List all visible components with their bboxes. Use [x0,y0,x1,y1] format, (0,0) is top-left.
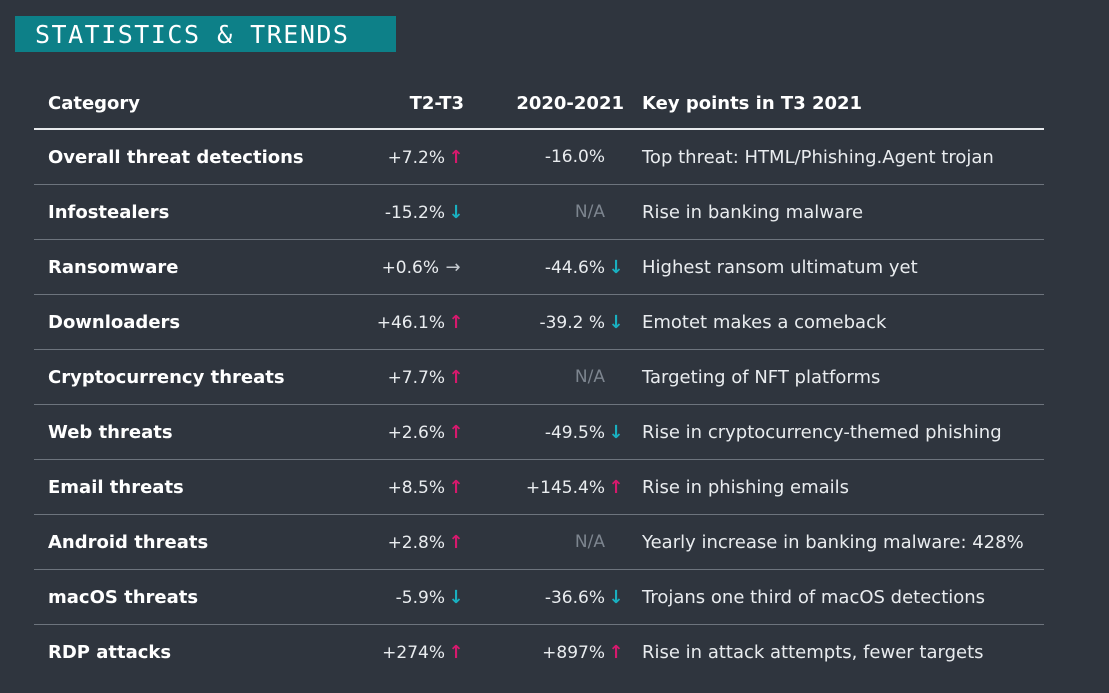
row-t2-t3: -5.9% ↓ [354,569,468,625]
header-category: Category [34,78,354,130]
row-category: Downloaders [34,294,354,350]
row-key-point: Trojans one third of macOS detections [628,569,1044,625]
t2-t3-value: +2.6% [387,422,445,443]
table-row: Infostealers -15.2% ↓ N/A Rise in banking… [34,184,1044,240]
row-2020-2021: -39.2 % ↓ [468,294,628,350]
table-row: Overall threat detections +7.2% ↑ -16.0% … [34,129,1044,185]
table-row: macOS threats -5.9% ↓ -36.6% ↓ Trojans one… [34,569,1044,625]
row-category: RDP attacks [48,641,172,663]
table-row: Downloaders +46.1% ↑ -39.2 % ↓ Emotet make… [34,294,1044,350]
row-2020-2021: -44.6% ↓ [468,239,628,295]
trend-icon: ↓ [608,256,624,278]
row-t2-t3: +274% ↑ [354,625,468,680]
row-t2-t3: +46.1% ↑ [354,294,468,350]
trend-icon: ↑ [608,641,624,663]
row-t2-t3: +7.2% ↑ [354,129,468,185]
row-2020-2021: N/A [468,349,628,405]
trend-icon: ↑ [448,641,464,663]
row-category: Android threats [34,514,354,570]
row-key-point: Top threat: HTML/Phishing.Agent trojan [628,129,1044,185]
t2-t3-value: -15.2% [384,202,445,223]
trend-icon: ↓ [448,586,464,608]
yearly-value: -39.2 % [539,312,605,333]
table-body: Overall threat detections +7.2% ↑ -16.0% … [34,129,1044,679]
row-2020-2021: +897% ↑ [468,625,628,680]
trend-icon: ↑ [448,146,464,168]
row-2020-2021: +145.4% ↑ [468,459,628,515]
row-category: Ransomware [34,239,354,295]
row-key-point: Rise in phishing emails [628,459,1044,515]
table-row: Web threats +2.6% ↑ -49.5% ↓ Rise in crypt… [34,404,1044,460]
table-header-row: Category T2-T3 2020-2021 Key points in T… [34,78,1044,130]
table-row: Android threats +2.8% ↑ N/A Yearly increa… [34,514,1044,570]
row-t2-t3: -15.2% ↓ [354,184,468,240]
table-row: Cryptocurrency threats +7.7% ↑ N/A Target… [34,349,1044,405]
header-t2-t3: T2-T3 [354,78,468,130]
yearly-value: -16.0% [544,147,605,167]
yearly-value: N/A [574,367,605,387]
t2-t3-value: +46.1% [376,312,445,333]
statistics-table: Category T2-T3 2020-2021 Key points in T… [34,78,1044,679]
trend-icon: ↓ [608,586,624,608]
yearly-value: -49.5% [544,422,605,443]
row-key-point: Rise in cryptocurrency-themed phishing [628,404,1044,460]
row-key-point: Rise in banking malware [628,184,1044,240]
yearly-value: +145.4% [525,477,605,498]
trend-icon: ↓ [448,201,464,223]
row-2020-2021: -16.0% [468,129,628,185]
t2-t3-value: +7.7% [387,367,445,388]
yearly-value: N/A [574,202,605,222]
yearly-value: +897% [542,642,605,663]
section-title: STATISTICS & TRENDS [35,19,350,49]
t2-t3-value: +0.6% [381,257,439,278]
row-2020-2021: -36.6% ↓ [468,569,628,625]
row-key-point: Rise in attack attempts, fewer targets [642,641,984,663]
yearly-value: N/A [574,532,605,552]
row-t2-t3: +0.6% → [354,239,468,295]
row-category: Web threats [34,404,354,460]
yearly-value: -44.6% [544,257,605,278]
header-key-points: Key points in T3 2021 [628,78,1044,130]
row-t2-t3: +2.6% ↑ [354,404,468,460]
row-key-point: Yearly increase in banking malware: 428% [628,514,1044,570]
row-category: Overall threat detections [34,129,354,185]
trend-icon: ↓ [608,311,624,333]
row-t2-t3: +7.7% ↑ [354,349,468,405]
row-key-point: Emotet makes a comeback [628,294,1044,350]
t2-t3-value: -5.9% [395,587,445,608]
section-banner: STATISTICS & TRENDS [15,16,396,52]
header-2020-2021: 2020-2021 [468,78,628,130]
trend-icon: ↓ [608,421,624,443]
table-row: RDP attacks +274% ↑ +897% ↑ Rise in attack… [34,625,1044,680]
row-t2-t3: +2.8% ↑ [354,514,468,570]
t2-t3-value: +7.2% [387,147,445,168]
trend-icon: ↑ [448,421,464,443]
row-category: Email threats [34,459,354,515]
row-category: macOS threats [34,569,354,625]
table-row: Ransomware +0.6% → -44.6% ↓ Highest ransom… [34,239,1044,295]
trend-icon: ↑ [448,531,464,553]
row-key-point: Targeting of NFT platforms [628,349,1044,405]
table-row: Email threats +8.5% ↑ +145.4% ↑ Rise in ph… [34,459,1044,515]
row-category: Cryptocurrency threats [34,349,354,405]
row-2020-2021: N/A [468,184,628,240]
t2-t3-value: +2.8% [387,532,445,553]
row-key-point: Highest ransom ultimatum yet [628,239,1044,295]
row-2020-2021: -49.5% ↓ [468,404,628,460]
row-t2-t3: +8.5% ↑ [354,459,468,515]
trend-icon: → [445,256,461,278]
trend-icon: ↑ [448,366,464,388]
t2-t3-value: +274% [382,642,445,663]
row-category: Infostealers [34,184,354,240]
yearly-value: -36.6% [544,587,605,608]
trend-icon: ↑ [448,311,464,333]
trend-icon: ↑ [448,476,464,498]
t2-t3-value: +8.5% [387,477,445,498]
row-2020-2021: N/A [468,514,628,570]
trend-icon: ↑ [608,476,624,498]
